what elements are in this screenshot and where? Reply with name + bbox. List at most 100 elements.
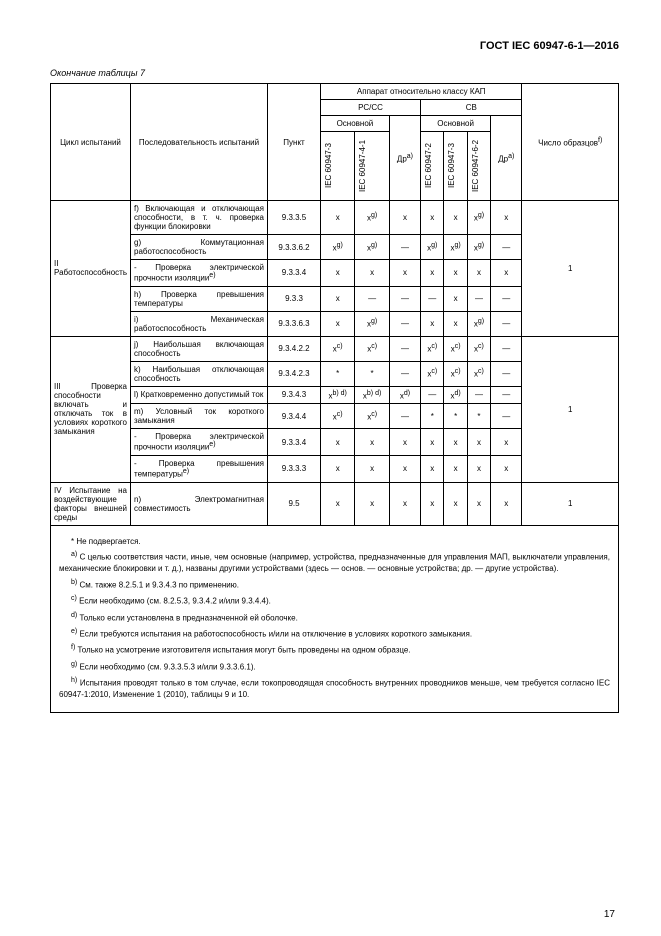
th-pccc: РС/СС: [321, 100, 421, 116]
c: x: [355, 260, 389, 287]
c: x: [444, 260, 467, 287]
seq: h) Проверка превышения температуры: [131, 286, 268, 311]
note-d: d) Только если установлена в предназначе…: [59, 611, 610, 624]
c: xc): [321, 404, 355, 429]
c: xc): [355, 336, 389, 361]
c: x: [467, 455, 490, 482]
seq: - Проверка электрической прочности изоля…: [131, 260, 268, 287]
c: —: [389, 404, 420, 429]
other-sup2: a): [508, 153, 514, 160]
c: x: [321, 455, 355, 482]
c: x: [355, 482, 389, 525]
pt: 9.3.3.4: [268, 260, 321, 287]
c: xc): [444, 336, 467, 361]
th-samples: Число образцовf): [522, 84, 619, 201]
table-caption: Окончание таблицы 7: [50, 68, 619, 78]
c: xg): [421, 235, 444, 260]
note-b: b) См. также 8.2.5.1 и 9.3.4.3 по примен…: [59, 578, 610, 591]
c: xg): [444, 235, 467, 260]
row11: IV Испытание на воздействующие факторы в…: [51, 482, 619, 525]
seq: g) Коммутационная работоспособность: [131, 235, 268, 260]
pt: 9.3.4.2.2: [268, 336, 321, 361]
c: xc): [421, 361, 444, 386]
c: xg): [467, 311, 490, 336]
th-main1: Основной: [321, 116, 390, 132]
c: x: [444, 286, 467, 311]
c: x: [389, 455, 420, 482]
c: x: [421, 429, 444, 456]
c: *: [444, 404, 467, 429]
c: —: [467, 386, 490, 404]
c: xb) d): [321, 386, 355, 404]
th-iec2: IEC 60947-4-1: [355, 132, 389, 201]
c: x: [321, 311, 355, 336]
row5: III Проверка способности включать и откл…: [51, 336, 619, 361]
c: xg): [355, 235, 389, 260]
c: xc): [467, 361, 490, 386]
c: xg): [467, 235, 490, 260]
iec41-label: IEC 60947-4-1: [358, 135, 367, 197]
c: —: [421, 386, 444, 404]
c: xd): [389, 386, 420, 404]
note-a: a) С целью соответствия части, иные, чем…: [59, 550, 610, 574]
notes: * Не подвергается. a) С целью соответств…: [50, 526, 619, 713]
iec3-label: IEC 60947-3: [324, 135, 333, 197]
c: x: [444, 482, 467, 525]
note-g: g) Если необходимо (см. 9.3.3.5.3 и/или …: [59, 660, 610, 673]
c: x: [355, 429, 389, 456]
c: xc): [355, 404, 389, 429]
pt: 9.3.4.2.3: [268, 361, 321, 386]
main-table: Цикл испытаний Последовательность испыта…: [50, 83, 619, 526]
th-other1: Дрa): [389, 116, 420, 201]
c: x: [321, 260, 355, 287]
seq: l) Кратковременно допустимый ток: [131, 386, 268, 404]
c: x: [421, 311, 444, 336]
c: x: [491, 429, 522, 456]
c: x: [491, 201, 522, 235]
row0: II Работоспособность f) Включающая и отк…: [51, 201, 619, 235]
samples-sup: f): [598, 137, 602, 144]
page: ГОСТ IEC 60947-6-1—2016 Окончание таблиц…: [0, 0, 661, 936]
th-other2: Дрa): [491, 116, 522, 201]
c: —: [491, 361, 522, 386]
th-iec1: IEC 60947-3: [321, 132, 355, 201]
th-iec3: IEC 60947-2: [421, 132, 444, 201]
c: x: [444, 455, 467, 482]
c: x: [389, 201, 420, 235]
c: —: [491, 404, 522, 429]
c: x: [421, 455, 444, 482]
iec3-label2: IEC 60947-3: [447, 135, 456, 197]
c: —: [491, 235, 522, 260]
c: xb) d): [355, 386, 389, 404]
pt: 9.3.3.5: [268, 201, 321, 235]
doc-header: ГОСТ IEC 60947-6-1—2016: [50, 40, 619, 52]
c: x: [355, 455, 389, 482]
th-iec4: IEC 60947-3: [444, 132, 467, 201]
c: —: [389, 235, 420, 260]
seq: k) Наибольшая отключающая способность: [131, 361, 268, 386]
c: x: [389, 482, 420, 525]
c: x: [421, 260, 444, 287]
th-iec5: IEC 60947-6-2: [467, 132, 490, 201]
other-text2: Др: [498, 154, 508, 163]
c: x: [321, 482, 355, 525]
samples-IV: 1: [522, 482, 619, 525]
c: —: [355, 286, 389, 311]
pt: 9.3.3.6.3: [268, 311, 321, 336]
c: *: [421, 404, 444, 429]
other-text: Др: [397, 154, 407, 163]
th-cb: СВ: [421, 100, 522, 116]
c: xc): [444, 361, 467, 386]
seq: - Проверка электрической прочности изоля…: [131, 429, 268, 456]
note-c: c) Если необходимо (см. 8.2.5.3, 9.3.4.2…: [59, 594, 610, 607]
c: xd): [444, 386, 467, 404]
c: —: [491, 311, 522, 336]
pt: 9.3.4.3: [268, 386, 321, 404]
cycle-IV: IV Испытание на воздействующие факторы в…: [51, 482, 131, 525]
c: xg): [321, 235, 355, 260]
other-sup: a): [407, 153, 413, 160]
c: x: [467, 482, 490, 525]
th-cycle: Цикл испытаний: [51, 84, 131, 201]
note-e: e) Если требуются испытания на работоспо…: [59, 627, 610, 640]
cycle-III: III Проверка способности включать и откл…: [51, 336, 131, 482]
